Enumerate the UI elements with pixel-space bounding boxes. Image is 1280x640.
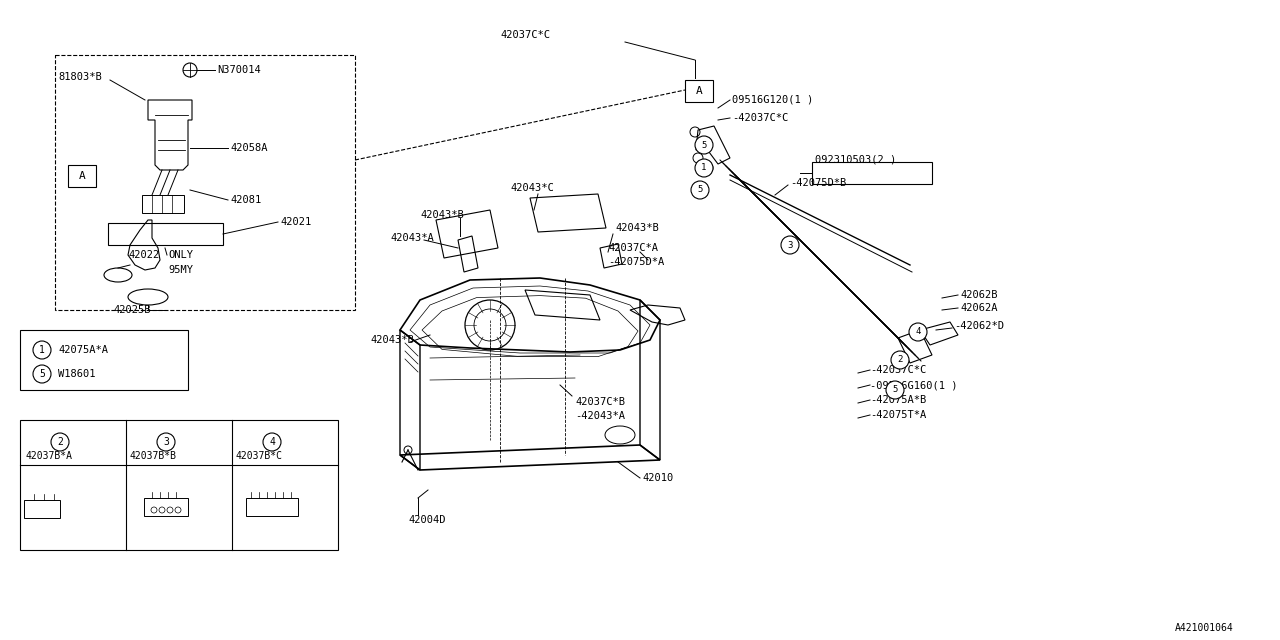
- Text: 42043*C: 42043*C: [509, 183, 554, 193]
- Text: 42081: 42081: [230, 195, 261, 205]
- Text: A421001064: A421001064: [1175, 623, 1234, 633]
- Text: 4: 4: [915, 328, 920, 337]
- Text: -42037C*C: -42037C*C: [870, 365, 927, 375]
- Text: N370014: N370014: [218, 65, 261, 75]
- Text: 42010: 42010: [643, 473, 673, 483]
- Text: 42037C*A: 42037C*A: [608, 243, 658, 253]
- Text: -09516G160(1 ): -09516G160(1 ): [870, 380, 957, 390]
- Text: -42075D*B: -42075D*B: [790, 178, 846, 188]
- Text: 5: 5: [701, 141, 707, 150]
- Text: 42043*B: 42043*B: [614, 223, 659, 233]
- Text: 2: 2: [897, 355, 902, 365]
- Circle shape: [695, 159, 713, 177]
- Text: W18601: W18601: [58, 369, 96, 379]
- Text: 42043*B: 42043*B: [420, 210, 463, 220]
- Text: A: A: [695, 86, 703, 96]
- Text: 42062B: 42062B: [960, 290, 997, 300]
- Circle shape: [781, 236, 799, 254]
- Text: 42025B: 42025B: [113, 305, 151, 315]
- Text: 42037C*B: 42037C*B: [575, 397, 625, 407]
- Text: 4: 4: [269, 437, 275, 447]
- Text: 1: 1: [40, 345, 45, 355]
- Text: 42058A: 42058A: [230, 143, 268, 153]
- Circle shape: [891, 351, 909, 369]
- Circle shape: [695, 136, 713, 154]
- Text: 3: 3: [163, 437, 169, 447]
- Text: A: A: [78, 171, 86, 181]
- Text: -42075D*A: -42075D*A: [608, 257, 664, 267]
- Text: -42075T*A: -42075T*A: [870, 410, 927, 420]
- Circle shape: [909, 323, 927, 341]
- Text: 42062A: 42062A: [960, 303, 997, 313]
- Text: 42075A*A: 42075A*A: [58, 345, 108, 355]
- Text: -42043*A: -42043*A: [575, 411, 625, 421]
- Text: -42075A*B: -42075A*B: [870, 395, 927, 405]
- Text: 5: 5: [698, 186, 703, 195]
- Text: 42021: 42021: [280, 217, 311, 227]
- Text: 42043*B: 42043*B: [370, 335, 413, 345]
- Circle shape: [886, 381, 904, 399]
- Text: 5: 5: [892, 385, 897, 394]
- Text: 42043*A: 42043*A: [390, 233, 434, 243]
- Text: 092310503(2 ): 092310503(2 ): [815, 155, 896, 165]
- Text: 42004D: 42004D: [408, 515, 445, 525]
- Text: 81803*B: 81803*B: [58, 72, 101, 82]
- Text: 42037B*A: 42037B*A: [26, 451, 72, 461]
- Text: 42037B*C: 42037B*C: [236, 451, 283, 461]
- Text: -42062*D: -42062*D: [954, 321, 1004, 331]
- Text: 42037C*C: 42037C*C: [500, 30, 550, 40]
- Text: 5: 5: [40, 369, 45, 379]
- Text: 09516G120(1 ): 09516G120(1 ): [732, 95, 813, 105]
- Text: -42037C*C: -42037C*C: [732, 113, 788, 123]
- Text: ONLY: ONLY: [168, 250, 193, 260]
- Text: 2: 2: [58, 437, 63, 447]
- Text: 1: 1: [701, 163, 707, 173]
- Text: 42022: 42022: [128, 250, 159, 260]
- Circle shape: [691, 181, 709, 199]
- Text: 3: 3: [787, 241, 792, 250]
- Text: 95MY: 95MY: [168, 265, 193, 275]
- Text: 42037B*B: 42037B*B: [131, 451, 177, 461]
